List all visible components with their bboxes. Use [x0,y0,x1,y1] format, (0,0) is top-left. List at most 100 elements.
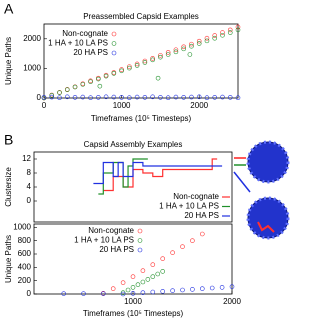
series-line [103,158,218,192]
point [212,35,218,41]
point [160,269,165,274]
x-axis-label: Timeframes (10⁵ Timesteps) [91,114,192,123]
point [134,94,140,100]
point [219,285,225,290]
capsid-texture [246,140,290,184]
point [158,95,163,100]
point [229,284,235,289]
point [189,41,194,47]
point [127,64,132,69]
point [204,38,210,44]
point [80,82,86,87]
legend-swatch [137,228,143,234]
y-tick-label: 0 [27,196,32,205]
x-tick-label: 1000 [113,101,131,110]
point [130,285,136,290]
point [181,95,186,100]
point [101,291,106,296]
chart-title: Preassembled Capsid Examples [83,12,199,21]
point [173,47,179,53]
point [150,56,155,61]
point [130,274,136,279]
point [158,54,163,60]
point [170,288,175,293]
x-tick-label: 2000 [190,101,208,110]
y-tick-label: 8 [27,168,32,177]
point [189,43,194,49]
point [165,50,171,55]
legend-label: Non-cognate [173,192,219,201]
y-tick-label: 200 [18,276,32,285]
legend-label: 20 HA PS [73,48,108,57]
point [150,262,156,267]
point [181,46,186,52]
capsid-texture [246,196,290,240]
point [49,93,55,98]
point [140,279,146,285]
legend-label: Non-cognate [88,226,134,235]
y-tick-label: 2000 [23,34,41,43]
y-tick-label: 600 [18,249,32,258]
legend-label: 1 HA + 10 LA PS [48,39,108,48]
point [220,32,225,38]
legend-label: Non-cognate [62,29,108,38]
point [220,30,225,35]
x-axis-label: Timeframes (10⁵ Timesteps) [83,309,184,318]
point [196,94,202,100]
legend-label: 1 HA + 10 LA PS [74,236,134,245]
point [127,95,132,101]
point [204,35,210,41]
point [119,95,124,100]
point [72,95,78,100]
x-tick-label: 0 [42,101,47,110]
y-axis-label: Unique Paths [4,235,13,283]
legend-swatch [137,238,143,243]
point [196,38,202,44]
point [57,95,62,101]
point [145,277,151,282]
point [190,238,195,243]
point [135,282,141,287]
point [190,287,195,292]
y-tick-label: 400 [18,262,32,271]
y-tick-label: 0 [27,289,32,298]
point [150,274,156,279]
series-line [93,161,223,185]
point [142,58,148,64]
point [189,94,194,100]
point [181,44,186,50]
point [97,83,103,89]
point [150,289,156,295]
point [134,61,140,67]
point [88,79,93,85]
y-axis-label: Clustersize [4,167,13,207]
point [158,53,163,58]
point [103,94,109,100]
point [227,95,233,100]
capsid-images [233,140,290,240]
point [81,291,86,296]
point [173,94,179,100]
point [88,95,93,101]
point [212,95,218,100]
point [64,94,70,100]
chart-title: Capsid Assembly Examples [84,140,183,149]
point [110,286,116,291]
point [41,95,47,100]
y-tick-label: 4 [27,182,32,191]
y-tick-label: 12 [22,154,31,163]
y-tick-label: 0 [37,93,42,102]
point [165,95,171,101]
point [140,268,146,273]
point [180,244,185,249]
point [180,287,185,293]
point [61,291,67,296]
figure: A Preassembled Capsid Examples Unique Path… [4,1,290,318]
point [235,95,241,101]
legend-label: 20 HA PS [184,211,219,220]
point [64,87,70,93]
point [134,63,140,68]
y-axis-label: Unique Paths [4,37,13,85]
point [150,57,155,63]
point [119,68,124,74]
